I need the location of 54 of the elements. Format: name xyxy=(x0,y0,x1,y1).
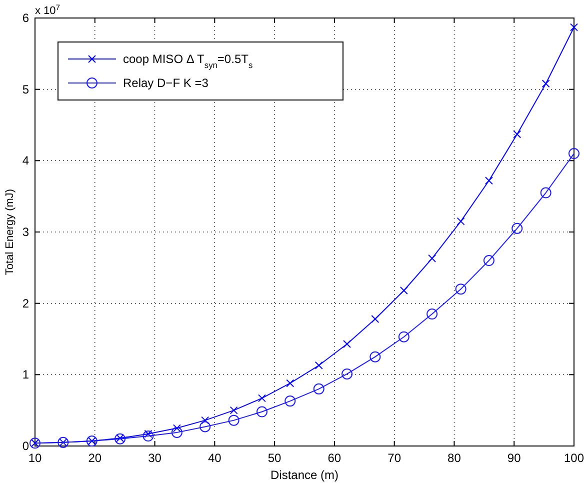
y-tick-label: 0 xyxy=(22,439,30,453)
point xyxy=(400,286,408,294)
point xyxy=(230,406,238,414)
x-tick-label: 100 xyxy=(564,451,584,465)
point xyxy=(542,80,550,88)
point xyxy=(484,176,493,185)
y-tick-label: 1 xyxy=(22,368,30,382)
point xyxy=(370,351,381,362)
point xyxy=(428,254,436,262)
x-tick-label: 50 xyxy=(268,451,282,465)
point xyxy=(343,340,352,348)
point xyxy=(455,284,466,295)
point xyxy=(258,394,266,402)
point xyxy=(314,361,323,370)
x-tick-label: 90 xyxy=(507,451,522,465)
x-tick-label: 20 xyxy=(88,451,102,465)
text: x 10$^{7}$ xyxy=(35,2,60,17)
point xyxy=(570,23,578,32)
point xyxy=(313,383,324,394)
legend-label: Relay D−F K =3 xyxy=(123,76,209,90)
point xyxy=(171,426,182,438)
y-axis-title: Total Energy (mJ) xyxy=(4,188,16,276)
y-tick-label: 3 xyxy=(22,225,30,239)
point xyxy=(200,421,211,432)
point xyxy=(256,406,268,418)
point xyxy=(540,187,552,198)
y-tick-label: 4 xyxy=(22,154,30,168)
x-tick-label: 10 xyxy=(28,451,42,465)
point xyxy=(228,414,240,426)
point xyxy=(142,430,154,442)
x-tick-label: 30 xyxy=(148,451,162,465)
point xyxy=(426,308,438,320)
point xyxy=(456,217,465,226)
y-tick-label: 5 xyxy=(22,82,30,96)
point xyxy=(568,148,580,160)
x-tick-label: 60 xyxy=(328,451,342,465)
point xyxy=(144,430,152,438)
y-tick-label: 2 xyxy=(22,296,30,310)
point xyxy=(398,331,410,342)
y-tick-label: 6 xyxy=(22,11,30,25)
x-tick-label: 80 xyxy=(448,451,462,465)
x-tick-label: 70 xyxy=(388,451,402,465)
point xyxy=(201,416,210,424)
point xyxy=(284,396,296,407)
point xyxy=(172,424,181,432)
legend-label: coop MISO Δ T$_{syn}$=0.5T$_{s}$ xyxy=(123,52,253,70)
point xyxy=(371,315,380,324)
point xyxy=(483,255,494,266)
point xyxy=(512,222,523,234)
point xyxy=(286,379,294,388)
x-axis-title: Distance (m) xyxy=(270,468,339,482)
x-tick-label: 40 xyxy=(208,451,222,465)
point xyxy=(342,368,353,380)
point xyxy=(513,130,522,138)
